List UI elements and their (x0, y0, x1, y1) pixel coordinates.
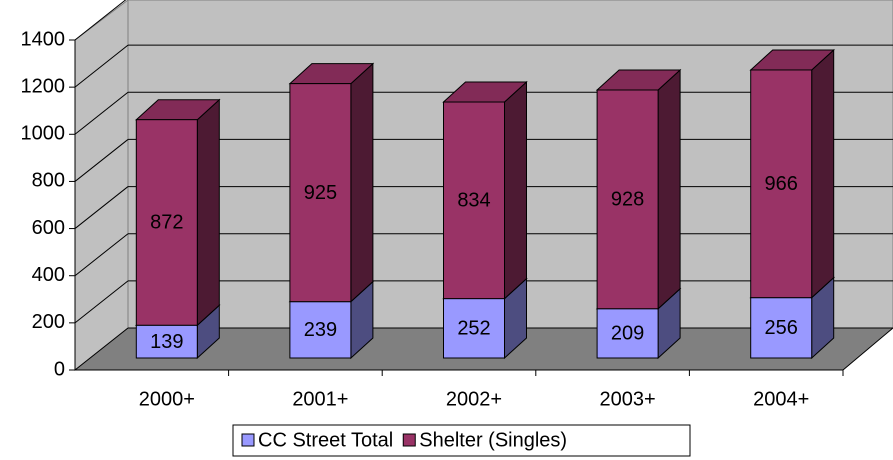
data-label: 239 (304, 319, 337, 341)
legend-label: CC Street Total (258, 429, 393, 451)
data-label: 209 (611, 323, 644, 345)
y-tick-label: 200 (32, 311, 65, 333)
data-label: 872 (150, 212, 183, 234)
grid-line-side (74, 327, 129, 371)
data-label: 834 (457, 190, 490, 212)
bar (289, 83, 352, 303)
y-tick-label: 1000 (21, 123, 66, 145)
bar (596, 308, 659, 359)
x-tick-label: 2000+ (139, 388, 195, 410)
bar (443, 101, 505, 300)
bar (289, 301, 352, 359)
y-tick-label: 600 (32, 217, 65, 239)
x-tick-label: 2002+ (446, 388, 502, 410)
data-label: 925 (304, 182, 337, 204)
y-tick-label: 1200 (21, 75, 66, 97)
grid-line-side (74, 0, 127, 41)
legend-items: CC Street Total Shelter (Singles) (241, 429, 567, 451)
grid-line-side (74, 139, 129, 182)
bar-side (196, 98, 220, 327)
grid-line-side (74, 186, 129, 229)
grid-line-side (74, 280, 129, 324)
bar-side (657, 68, 681, 310)
y-tick-label: 400 (32, 264, 65, 286)
bar (596, 89, 659, 310)
y-tick-label: 1400 (21, 28, 66, 50)
bar (135, 119, 198, 326)
data-label: 256 (765, 317, 798, 339)
x-tick-label: 2001+ (292, 388, 348, 410)
bar-side (504, 80, 527, 300)
bar (750, 297, 813, 359)
grid-line-side (74, 233, 129, 277)
legend-label: Shelter (Singles) (419, 429, 567, 451)
side-wall (74, 0, 129, 372)
legend-swatch (241, 433, 255, 447)
bar-side (350, 62, 374, 303)
y-tick-label: 0 (54, 358, 65, 380)
data-label: 966 (765, 173, 798, 195)
labels: 0 200 400 600 800 1000 1200 1400 2000+ 2001+ 2002+… (21, 28, 844, 410)
y-tick-label: 800 (32, 170, 65, 192)
bars: 139 872 239 925 252 834 209 928 256 966 (135, 48, 835, 360)
data-label: 928 (611, 189, 644, 211)
data-label: 252 (457, 318, 490, 340)
bar (135, 324, 198, 359)
legend (232, 424, 691, 457)
data-label: 139 (150, 331, 183, 353)
grid-line-side (74, 91, 129, 135)
grid-line-side (74, 44, 129, 88)
floor-edge (842, 327, 893, 371)
x-tick-label: 2004+ (753, 388, 809, 410)
bar-side (811, 48, 835, 299)
legend-swatch (402, 433, 416, 447)
x-tick-label: 2003+ (600, 388, 656, 410)
bar (750, 69, 813, 299)
